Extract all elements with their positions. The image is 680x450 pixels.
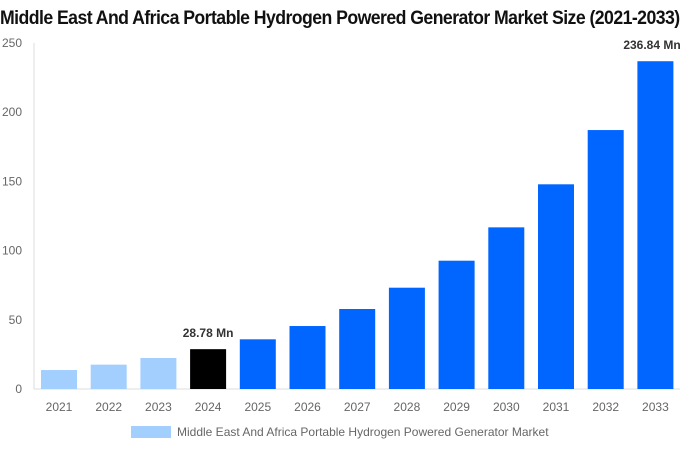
data-label-2033: 236.84 Mn: [623, 38, 680, 52]
bar-2032: [587, 130, 624, 390]
data-label-2024: 28.78 Mn: [183, 326, 234, 340]
x-tick-label: 2024: [195, 400, 222, 414]
bar-2031: [538, 184, 574, 389]
x-tick-label: 2027: [344, 400, 371, 414]
y-tick-label: 200: [2, 105, 22, 119]
x-tick-label: 2026: [294, 400, 321, 414]
bar-2028: [388, 287, 425, 389]
y-tick-label: 0: [15, 382, 22, 396]
y-tick-label: 100: [2, 244, 22, 258]
y-tick-label: 50: [9, 313, 23, 327]
x-tick-label: 2028: [394, 400, 421, 414]
x-tick-label: 2025: [244, 400, 271, 414]
bar-2030: [488, 227, 525, 389]
bar-2033: [637, 61, 674, 389]
x-tick-label: 2032: [592, 400, 619, 414]
y-tick-label: 250: [2, 36, 22, 50]
y-tick-label: 150: [2, 174, 22, 188]
x-tick-label: 2022: [95, 400, 122, 414]
x-tick-label: 2031: [543, 400, 570, 414]
bar-2027: [339, 309, 376, 389]
bar-2022: [90, 364, 127, 389]
bar-2025: [239, 339, 276, 389]
legend-swatch: [131, 426, 171, 438]
bar-2024: [190, 349, 227, 389]
x-tick-label: 2029: [443, 400, 470, 414]
bar-2023: [140, 357, 177, 389]
legend-label: Middle East And Africa Portable Hydrogen…: [177, 425, 549, 439]
x-tick-label: 2033: [642, 400, 669, 414]
x-tick-label: 2021: [46, 400, 73, 414]
x-tick-label: 2030: [493, 400, 520, 414]
bar-2021: [41, 370, 77, 389]
chart-title: Middle East And Africa Portable Hydrogen…: [0, 8, 680, 29]
legend: Middle East And Africa Portable Hydrogen…: [131, 425, 549, 439]
bar-2029: [438, 260, 475, 389]
x-tick-label: 2023: [145, 400, 172, 414]
bar-2026: [289, 326, 326, 389]
